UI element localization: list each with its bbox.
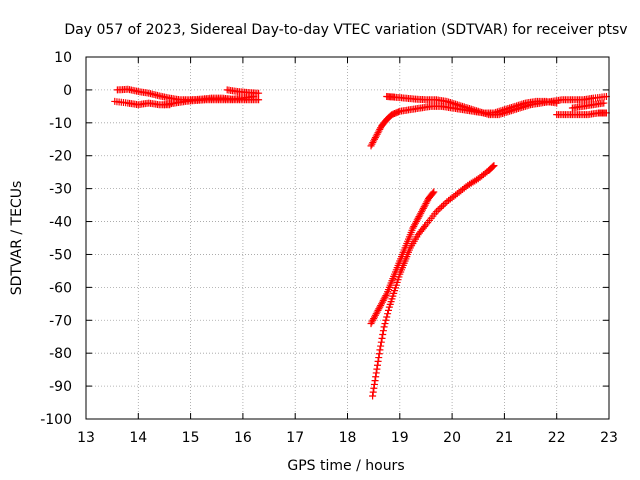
data-point — [377, 338, 385, 346]
x-tick-label: 23 — [600, 430, 618, 446]
chart-title: Day 057 of 2023, Sidereal Day-to-day VTE… — [64, 22, 627, 38]
data-point — [384, 306, 392, 314]
data-point — [429, 189, 437, 197]
y-tick-label: -100 — [40, 412, 72, 428]
y-tick-label: 0 — [63, 83, 72, 99]
y-tick-label: -50 — [49, 247, 72, 263]
data-point — [421, 222, 429, 230]
data-point — [369, 388, 377, 396]
y-tick-label: -40 — [49, 215, 72, 231]
x-tick-label: 22 — [548, 430, 566, 446]
y-tick-labels: 10 0 -10 -20 -30 -40 -50 -60 -70 -80 -90 -100 — [40, 50, 72, 428]
data-point — [377, 342, 385, 350]
x-tick-label: 14 — [129, 430, 147, 446]
data-point — [382, 292, 390, 300]
data-point — [255, 89, 263, 97]
data-point — [369, 392, 377, 400]
y-axis-title: SDTVAR / TECUs — [9, 181, 25, 296]
data-point — [375, 354, 383, 362]
data-point — [375, 350, 383, 358]
data-point — [255, 96, 263, 104]
data-point — [383, 313, 391, 321]
y-tick-label: -20 — [49, 149, 72, 165]
y-tick-label: -80 — [49, 346, 72, 362]
x-tick-label: 19 — [391, 430, 409, 446]
data-point — [374, 357, 382, 365]
data-point — [430, 188, 438, 196]
data-point — [372, 373, 380, 381]
series-arc-d — [223, 86, 263, 97]
data-point — [380, 323, 388, 331]
data-point — [376, 346, 384, 354]
series-arc-f — [383, 92, 610, 119]
series-arc-h — [568, 99, 608, 112]
y-tick-label: -90 — [49, 379, 72, 395]
y-tick-label: 10 — [54, 50, 72, 66]
data-point — [372, 369, 380, 377]
x-tick-label: 20 — [443, 430, 461, 446]
x-tick-label: 15 — [182, 430, 200, 446]
data-point — [489, 162, 497, 170]
x-tick-label: 13 — [77, 430, 95, 446]
series-arc-c — [160, 96, 263, 109]
data-point — [371, 377, 379, 385]
series-arc-j — [369, 162, 498, 400]
series-arc-g — [553, 109, 610, 119]
data-point — [490, 162, 498, 170]
y-tick-label: -60 — [49, 280, 72, 296]
data-point — [379, 327, 387, 335]
series-arc-i — [367, 188, 438, 328]
data-point — [384, 310, 392, 318]
x-tick-label: 16 — [234, 430, 252, 446]
data-point — [373, 361, 381, 369]
y-tick-label: -30 — [49, 182, 72, 198]
x-tick-label: 21 — [495, 430, 513, 446]
y-tick-label: -70 — [49, 313, 72, 329]
y-tick-label: -10 — [49, 116, 72, 132]
data-points — [111, 85, 610, 400]
data-point — [381, 320, 389, 328]
x-tick-label: 18 — [339, 430, 357, 446]
x-axis-title: GPS time / hours — [287, 458, 404, 474]
data-point — [600, 99, 608, 107]
x-tick-label: 17 — [286, 430, 304, 446]
data-point — [379, 331, 387, 339]
data-point — [378, 334, 386, 342]
data-point — [370, 384, 378, 392]
axis-ticks — [85, 56, 610, 420]
data-point — [373, 365, 381, 373]
data-point — [370, 380, 378, 388]
data-point — [382, 316, 390, 324]
x-tick-labels: 13 14 15 16 17 18 19 20 21 22 23 — [77, 430, 618, 446]
